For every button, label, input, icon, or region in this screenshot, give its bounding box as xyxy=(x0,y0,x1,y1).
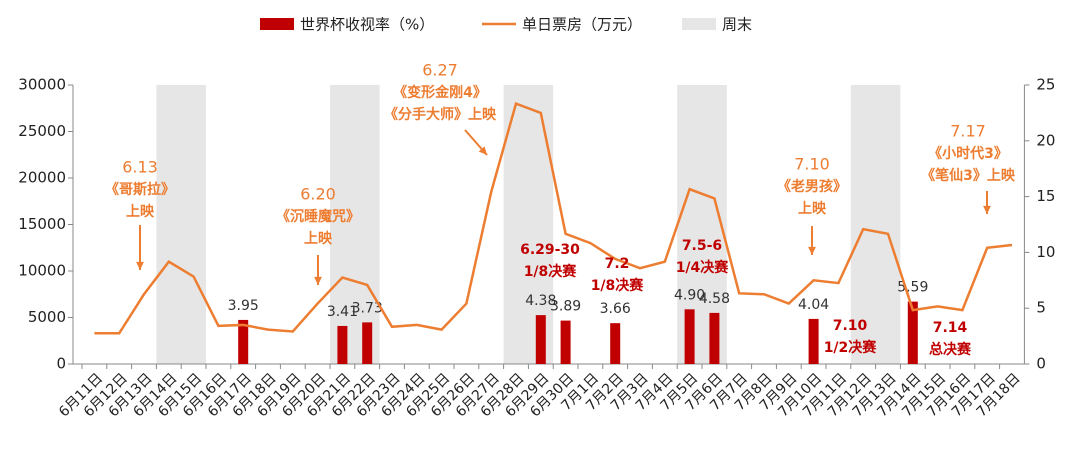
bar-label: 3.66 xyxy=(600,301,631,317)
annotation: 6.27 xyxy=(422,61,458,80)
bar-label: 3.89 xyxy=(550,299,581,315)
bar xyxy=(238,319,249,364)
bar-label: 4.38 xyxy=(525,293,556,309)
bar xyxy=(709,312,720,364)
annotation: 总决赛 xyxy=(929,341,972,358)
annotation: 1/4决赛 xyxy=(676,259,730,276)
bar xyxy=(535,315,546,364)
bar-label: 5.59 xyxy=(897,280,928,296)
bar xyxy=(337,325,348,364)
annotation: 6.13 xyxy=(122,158,158,177)
bar xyxy=(684,309,695,364)
bar-label: 3.95 xyxy=(228,298,259,314)
bar-label: 4.58 xyxy=(699,291,730,307)
annotation: 《沉睡魔咒》 xyxy=(276,208,360,225)
annotation: 1/8决赛 xyxy=(591,277,645,294)
y2-tick-label: 20 xyxy=(1036,131,1055,149)
bar xyxy=(907,301,918,364)
annotation: 1/2决赛 xyxy=(824,339,878,356)
annotation: 《老男孩》 xyxy=(777,178,847,195)
annotation: 《哥斯拉》 xyxy=(105,181,175,198)
annotation: 7.10 xyxy=(794,155,830,174)
bar-label: 3.73 xyxy=(352,300,383,316)
y-tick-label: 10000 xyxy=(18,262,66,280)
annotation: 上映 xyxy=(126,204,155,220)
arrow-head xyxy=(136,261,144,270)
arrow-head xyxy=(314,276,322,285)
bar xyxy=(610,323,621,364)
y2-tick-label: 10 xyxy=(1036,243,1055,261)
annotation: 1/8决赛 xyxy=(524,263,578,280)
annotation: 7.14 xyxy=(933,320,968,336)
y2-tick-label: 0 xyxy=(1036,355,1046,373)
annotation: 7.2 xyxy=(605,256,630,272)
bar-label: 4.04 xyxy=(798,297,829,313)
annotation: 《笔仙3》上映 xyxy=(921,167,1016,184)
y-tick-label: 5000 xyxy=(28,308,66,326)
y-tick-label: 20000 xyxy=(18,169,66,187)
annotation: 上映 xyxy=(304,231,333,247)
legend-label: 周末 xyxy=(722,16,752,34)
annotation: 《变形金刚4》 xyxy=(393,84,487,101)
legend-label: 世界杯收视率（%） xyxy=(300,16,434,34)
y-tick-label: 25000 xyxy=(18,122,66,140)
y2-tick-label: 5 xyxy=(1036,299,1046,317)
annotation: 上映 xyxy=(798,201,827,217)
y-tick-label: 0 xyxy=(56,355,66,373)
annotation: 7.10 xyxy=(833,318,868,334)
annotation: 《分手大师》上映 xyxy=(384,106,497,123)
legend-swatch xyxy=(260,18,294,30)
y2-tick-label: 25 xyxy=(1036,76,1055,94)
annotation: 《小时代3》 xyxy=(928,145,1008,162)
bar-label: 4.90 xyxy=(674,287,705,303)
arrow-head xyxy=(478,146,487,155)
legend-swatch xyxy=(682,18,716,30)
y2-tick-label: 15 xyxy=(1036,187,1055,205)
annotation: 6.20 xyxy=(300,185,336,204)
y-tick-label: 30000 xyxy=(18,76,66,94)
arrow-head xyxy=(983,205,991,214)
legend-label: 单日票房（万元） xyxy=(522,16,642,34)
bar xyxy=(362,322,373,364)
annotation: 7.17 xyxy=(950,122,986,141)
weekend-band xyxy=(156,85,206,364)
weekend-band xyxy=(330,85,380,364)
y-tick-label: 15000 xyxy=(18,215,66,233)
bar-label: 3.41 xyxy=(327,304,358,320)
annotation: 6.29-30 xyxy=(520,242,580,258)
arrow-head xyxy=(808,246,816,255)
annotation: 7.5-6 xyxy=(682,238,722,254)
bar xyxy=(560,320,571,364)
bar xyxy=(808,318,819,364)
line xyxy=(94,101,1013,335)
weekend-band xyxy=(850,85,901,364)
